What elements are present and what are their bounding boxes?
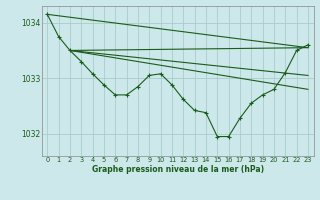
X-axis label: Graphe pression niveau de la mer (hPa): Graphe pression niveau de la mer (hPa) (92, 165, 264, 174)
